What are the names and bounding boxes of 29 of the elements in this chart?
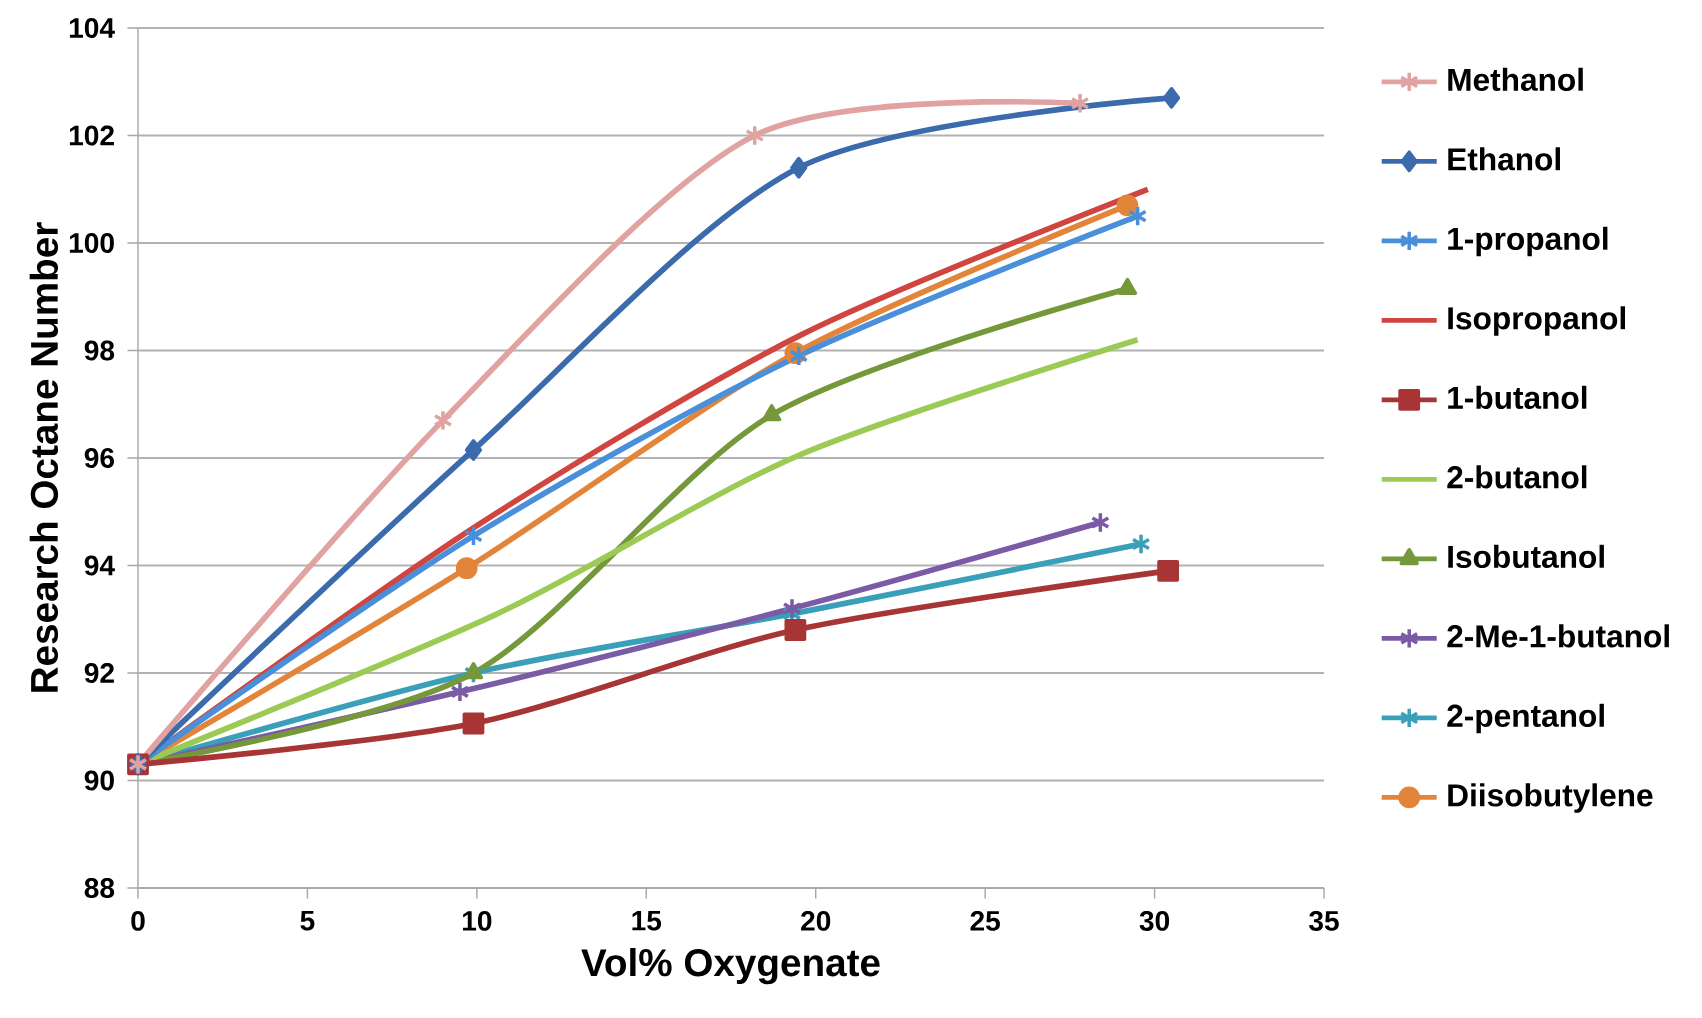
x-tick-label: 25 <box>970 910 1000 931</box>
legend-label: Isobutanol <box>1448 544 1604 569</box>
x-tick-label: 20 <box>801 910 831 931</box>
legend-label: 1-butanol <box>1448 385 1587 410</box>
x-tick-label: 0 <box>131 910 145 931</box>
y-tick-label: 98 <box>84 340 115 361</box>
y-tick-label: 104 <box>69 18 115 38</box>
x-tick-label: 15 <box>632 910 662 931</box>
legend-label: Methanol <box>1448 67 1583 92</box>
legend-label: Ethanol <box>1448 147 1560 171</box>
y-tick-label: 88 <box>84 878 115 898</box>
x-axis-title: Vol% Oxygenate <box>581 948 880 985</box>
y-tick-label: 90 <box>84 770 114 791</box>
x-tick-label: 35 <box>1309 910 1339 931</box>
y-tick-label: 92 <box>84 663 114 683</box>
legend-label: 1-propanol <box>1448 226 1608 257</box>
y-tick-label: 96 <box>84 448 115 468</box>
x-tick-label: 30 <box>1139 910 1170 931</box>
y-tick-label: 100 <box>69 233 114 253</box>
y-tick-label: 102 <box>69 125 114 146</box>
x-tick-label: 5 <box>300 910 315 931</box>
y-axis-title: Research Octane Number <box>29 222 59 692</box>
legend-label: 2-Me-1-butanol <box>1447 624 1669 648</box>
legend-label: 2-butanol <box>1447 465 1587 489</box>
y-tick-label: 94 <box>84 555 115 576</box>
legend-label: Diisobutylene <box>1448 783 1653 813</box>
legend-label: 2-pentanol <box>1447 703 1604 734</box>
x-tick-label: 10 <box>462 910 492 931</box>
legend-label: Isopropanol <box>1448 306 1625 336</box>
